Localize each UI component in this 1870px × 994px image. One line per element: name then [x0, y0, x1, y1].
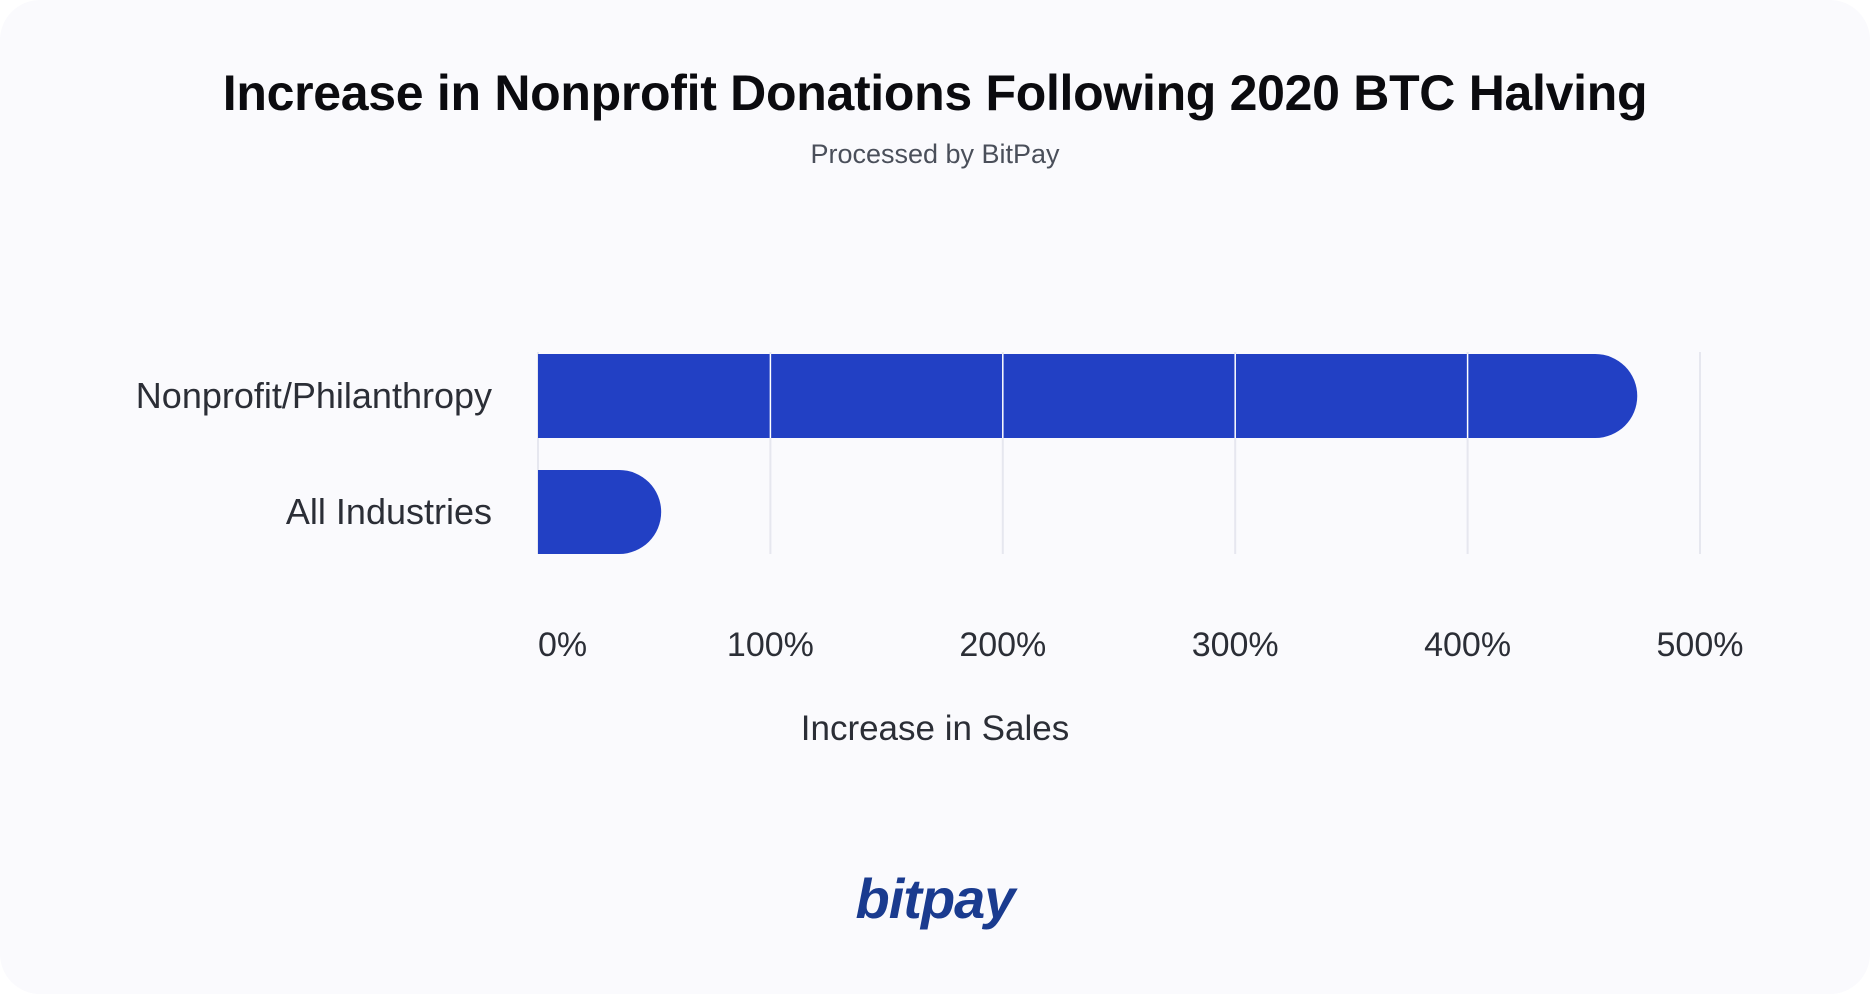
x-tick-label-2: 200%: [959, 626, 1046, 664]
chart-title: Increase in Nonprofit Donations Followin…: [222, 65, 1648, 121]
x-tick-label-4: 400%: [1424, 626, 1511, 664]
bar-1: [538, 470, 662, 554]
bars: [538, 354, 1638, 554]
x-tick-label-5: 500%: [1657, 626, 1744, 664]
x-tick-label-3: 300%: [1192, 626, 1279, 664]
x-axis-title: Increase in Sales: [801, 709, 1069, 748]
bar-0: [538, 354, 1638, 438]
x-tick-labels: 0% 100% 200% 300% 400% 500%: [538, 626, 1743, 664]
x-tick-label-1: 100%: [727, 626, 814, 664]
category-labels: Nonprofit/Philanthropy All Industries: [136, 375, 492, 532]
category-label-1: All Industries: [286, 491, 492, 532]
category-label-0: Nonprofit/Philanthropy: [136, 375, 492, 416]
x-tick-label-0: 0%: [538, 626, 587, 664]
chart-subtitle: Processed by BitPay: [810, 139, 1060, 169]
bitpay-logo: bitpay: [855, 867, 1016, 930]
